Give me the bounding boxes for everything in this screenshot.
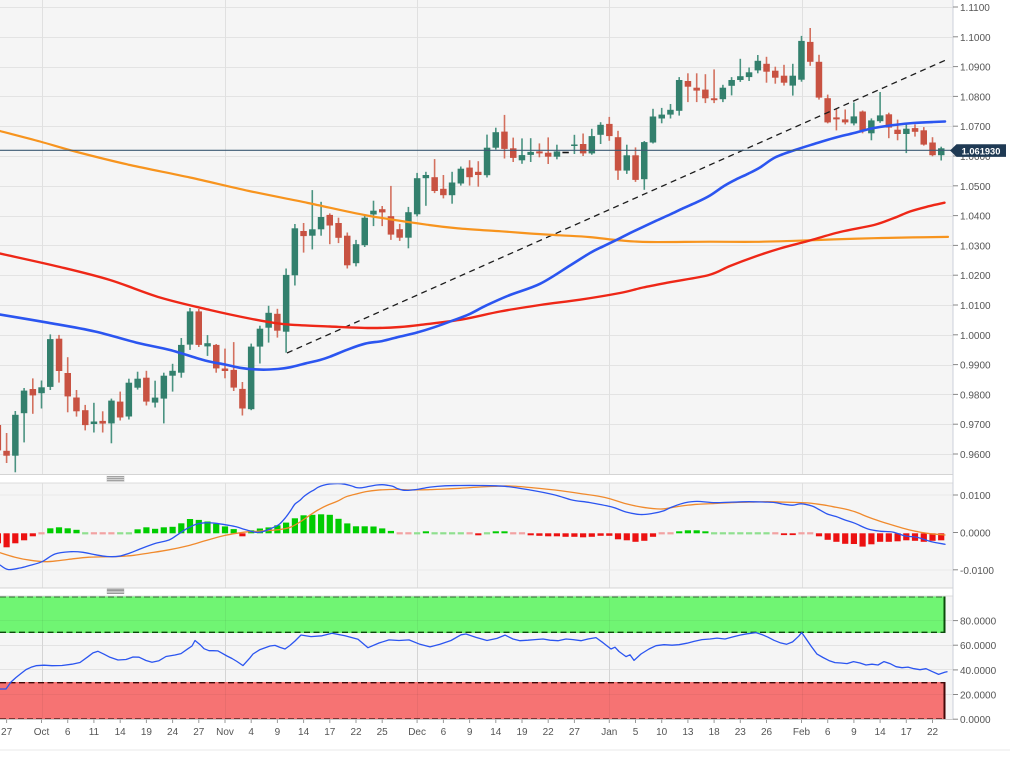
svg-text:6: 6: [825, 727, 831, 738]
svg-text:0.9700: 0.9700: [960, 420, 991, 431]
svg-text:1.0600: 1.0600: [960, 152, 991, 163]
svg-text:5: 5: [633, 727, 639, 738]
svg-text:14: 14: [875, 727, 887, 738]
svg-text:18: 18: [709, 727, 721, 738]
svg-text:11: 11: [89, 727, 100, 738]
svg-text:0.0000: 0.0000: [960, 529, 991, 540]
svg-text:9: 9: [467, 727, 473, 738]
svg-text:Dec: Dec: [408, 727, 426, 738]
svg-text:1.0100: 1.0100: [960, 301, 991, 312]
svg-text:13: 13: [682, 727, 694, 738]
svg-text:0.9900: 0.9900: [960, 361, 991, 372]
svg-text:Feb: Feb: [793, 727, 811, 738]
svg-text:14: 14: [298, 727, 310, 738]
svg-text:1.0700: 1.0700: [960, 122, 991, 133]
svg-text:1.0400: 1.0400: [960, 212, 991, 223]
svg-text:1.0500: 1.0500: [960, 182, 991, 193]
svg-text:14: 14: [115, 727, 127, 738]
svg-text:1.1000: 1.1000: [960, 33, 991, 44]
svg-text:1.0000: 1.0000: [960, 331, 991, 342]
svg-text:6: 6: [441, 727, 447, 738]
svg-text:27: 27: [193, 727, 205, 738]
svg-text:1.0200: 1.0200: [960, 271, 991, 282]
svg-text:23: 23: [735, 727, 747, 738]
svg-text:0.9600: 0.9600: [960, 450, 991, 461]
svg-text:6: 6: [65, 727, 71, 738]
svg-text:0.9800: 0.9800: [960, 390, 991, 401]
svg-text:22: 22: [543, 727, 555, 738]
svg-text:4: 4: [248, 727, 254, 738]
svg-text:0.0100: 0.0100: [960, 491, 991, 502]
svg-text:25: 25: [377, 727, 389, 738]
svg-text:1.0800: 1.0800: [960, 92, 991, 103]
svg-text:27: 27: [1, 727, 13, 738]
svg-text:Jan: Jan: [601, 727, 617, 738]
svg-text:22: 22: [927, 727, 939, 738]
svg-text:40.0000: 40.0000: [960, 666, 997, 677]
svg-text:1.0300: 1.0300: [960, 241, 991, 252]
svg-text:10: 10: [656, 727, 668, 738]
svg-text:20.0000: 20.0000: [960, 691, 997, 702]
svg-text:1.0900: 1.0900: [960, 63, 991, 74]
svg-text:1.061930: 1.061930: [962, 147, 1001, 157]
svg-text:17: 17: [324, 727, 336, 738]
svg-text:19: 19: [516, 727, 528, 738]
svg-text:14: 14: [490, 727, 502, 738]
svg-text:17: 17: [901, 727, 913, 738]
svg-text:1.1100: 1.1100: [960, 3, 990, 14]
svg-text:22: 22: [350, 727, 362, 738]
svg-text:-0.0100: -0.0100: [960, 566, 994, 577]
svg-text:24: 24: [167, 727, 179, 738]
svg-text:Nov: Nov: [216, 727, 234, 738]
svg-text:80.0000: 80.0000: [960, 617, 997, 628]
svg-text:60.0000: 60.0000: [960, 641, 997, 652]
svg-text:19: 19: [141, 727, 153, 738]
svg-text:9: 9: [851, 727, 857, 738]
svg-text:Oct: Oct: [34, 727, 50, 738]
svg-text:27: 27: [569, 727, 581, 738]
svg-text:9: 9: [275, 727, 281, 738]
svg-text:0.0000: 0.0000: [960, 715, 991, 726]
svg-text:26: 26: [761, 727, 773, 738]
